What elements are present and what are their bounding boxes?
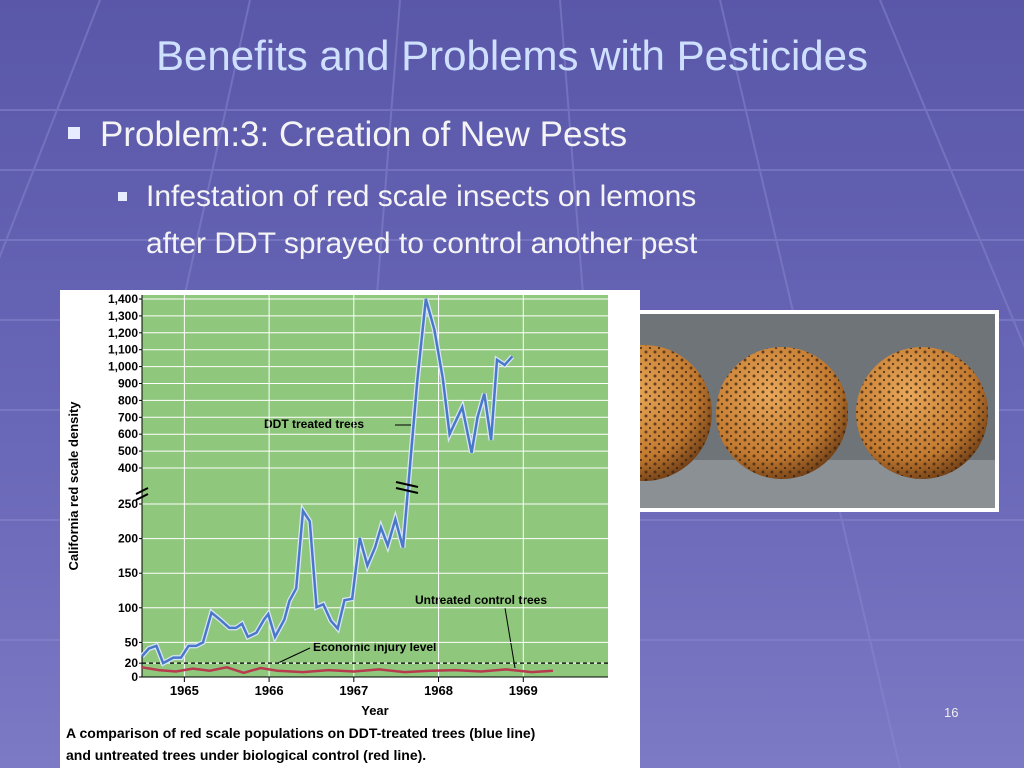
chart: California red scale density Year A comp… [60, 290, 640, 768]
annotation-leader [504, 607, 516, 669]
sub-bullet-line: after DDT sprayed to control another pes… [146, 227, 698, 260]
axis-break [135, 487, 149, 501]
y-tick-label: 700 [118, 410, 138, 424]
x-tick-label: 1968 [424, 683, 453, 698]
y-tick-label: 800 [118, 393, 138, 407]
y-tick-label: 250 [118, 497, 138, 511]
line-break [395, 481, 419, 494]
y-tick-label: 600 [118, 427, 138, 441]
annotation-leader [277, 647, 311, 664]
plot-area [142, 295, 608, 677]
y-tick-label: 400 [118, 461, 138, 475]
series-line [141, 298, 514, 665]
caption-line: A comparison of red scale populations on… [66, 725, 535, 741]
sub-bullet-line: Infestation of red scale insects on lemo… [146, 180, 697, 213]
y-tick-label: 500 [118, 444, 138, 458]
y-tick-label: 1,400 [108, 292, 138, 306]
y-tick-label: 900 [118, 377, 138, 391]
y-tick-label: 50 [125, 635, 139, 649]
caption-line: and untreated trees under biological con… [66, 747, 426, 763]
y-tick-label: 1,200 [108, 326, 138, 340]
y-tick-label: 20 [125, 656, 139, 670]
y-tick-label: 1,300 [108, 309, 138, 323]
annotation: DDT treated trees [264, 417, 364, 431]
x-tick-label: 1967 [339, 683, 368, 698]
x-tick-label: 1966 [255, 683, 284, 698]
x-tick-label: 1969 [509, 683, 538, 698]
annotation: Economic injury level [313, 640, 436, 654]
y-tick-label: 150 [118, 566, 138, 580]
bullet: Problem:3: Creation of New Pests [100, 115, 628, 154]
annotation: Untreated control trees [415, 593, 547, 607]
y-tick-label: 200 [118, 532, 138, 546]
y-tick-label: 1,100 [108, 343, 138, 357]
page-number: 16 [944, 705, 959, 720]
bullet-icon [68, 127, 80, 139]
y-tick-label: 0 [131, 670, 138, 684]
x-tick-label: 1965 [170, 683, 199, 698]
sub-bullet-icon [118, 192, 127, 201]
slide-title: Benefits and Problems with Pesticides [155, 32, 868, 79]
y-tick-label: 1,000 [108, 360, 138, 374]
y-tick-label: 100 [118, 601, 138, 615]
series-line [141, 666, 554, 675]
x-axis-label: Year [361, 703, 388, 718]
y-axis-label: California red scale density [66, 401, 81, 571]
